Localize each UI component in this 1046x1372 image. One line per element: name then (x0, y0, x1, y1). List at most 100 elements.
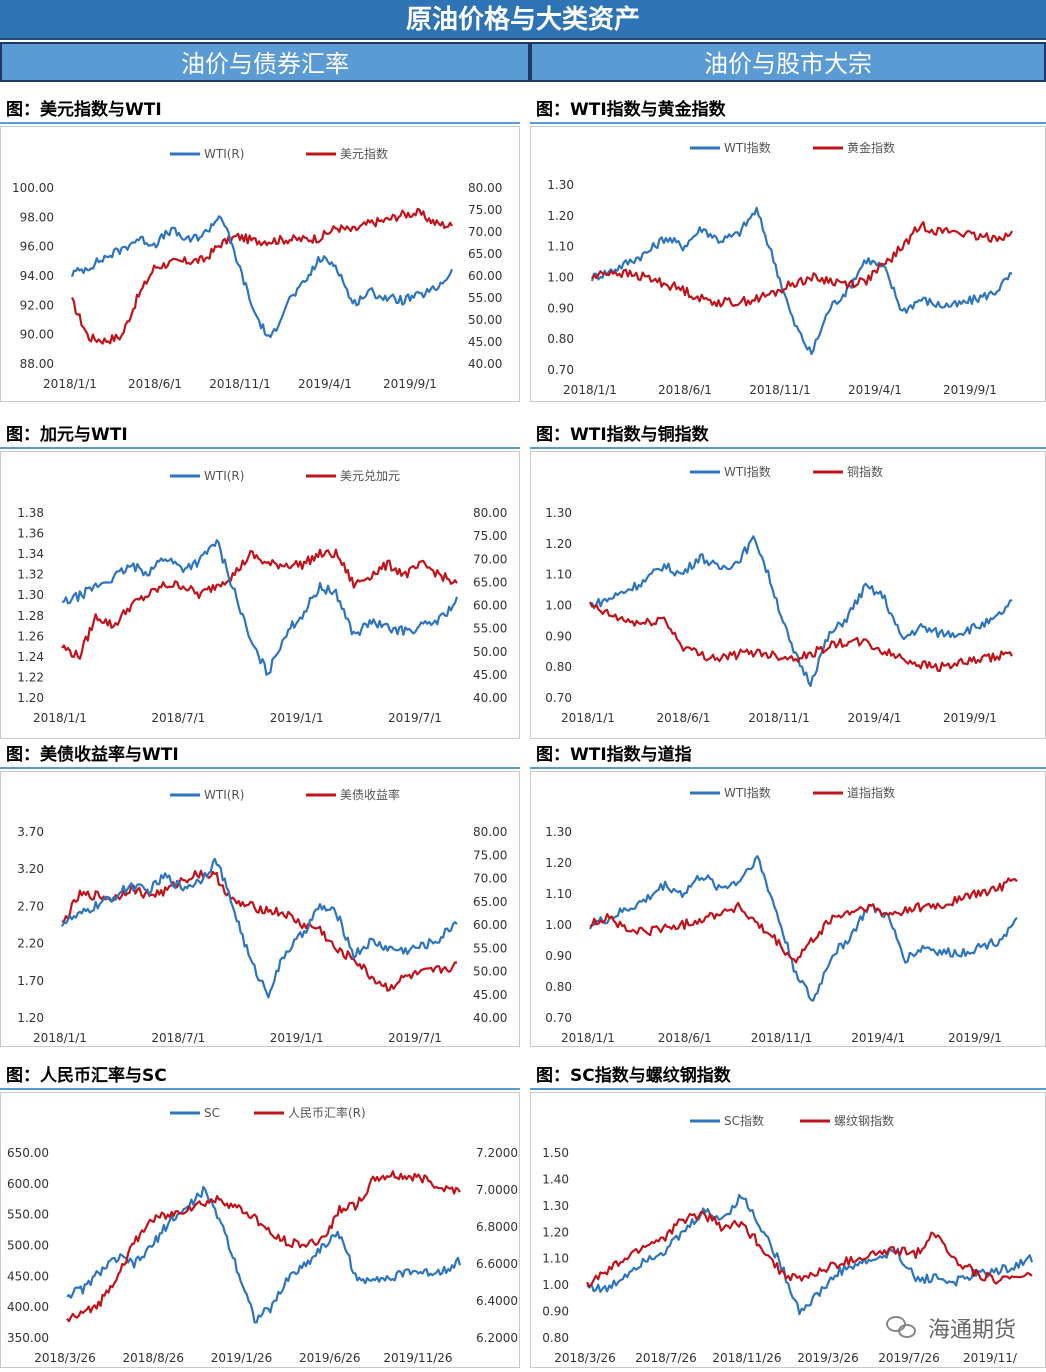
right-tick-label: 6.8000 (476, 1220, 518, 1234)
series-line (66, 1185, 462, 1324)
right-tick-label: 45.00 (473, 668, 507, 682)
left-tick-label: 0.90 (547, 301, 574, 315)
right-tick-label: 6.2000 (476, 1331, 518, 1345)
right-tick-label: 7.2000 (476, 1146, 518, 1160)
legend-label: SC (204, 1106, 220, 1120)
left-tick-label: 1.24 (17, 650, 44, 664)
right-tick-label: 65.00 (473, 575, 507, 589)
x-tick-label: 2018/1/1 (33, 1031, 87, 1045)
right-tick-label: 45.00 (468, 335, 502, 349)
right-tick-label: 60.00 (473, 599, 507, 613)
legend-label: WTI指数 (724, 785, 771, 800)
series-line (61, 857, 458, 999)
chart-4: 3.70 3.20 2.70 2.20 1.70 1.20 80.00 75.00 70.00 6… (17, 787, 507, 1045)
series-line (70, 215, 454, 338)
left-tick-label: 98.00 (20, 210, 54, 224)
x-tick-label: 2018/7/1 (151, 1031, 205, 1045)
x-tick-label: 2019/6/26 (299, 1351, 361, 1365)
right-tick-label: 75.00 (468, 203, 502, 217)
left-tick-label: 0.80 (545, 980, 572, 994)
x-tick-label: 2018/6/1 (658, 383, 712, 397)
left-tick-label: 1.40 (542, 1172, 569, 1186)
chart-frame-1 (530, 126, 1046, 402)
left-tick-label: 1.10 (545, 887, 572, 901)
chart-frame-7 (530, 1092, 1046, 1368)
left-tick-label: 3.20 (17, 862, 44, 876)
chart-frame-2 (0, 451, 520, 739)
x-tick-label: 2018/11/1 (209, 377, 271, 391)
left-tick-label: 96.00 (20, 240, 54, 254)
watermark: 海通期货 (885, 1312, 1016, 1344)
left-tick-label: 1.36 (17, 527, 44, 541)
left-tick-label: 1.30 (542, 1199, 569, 1213)
x-tick-label: 2018/1/1 (563, 383, 617, 397)
chart-1: 1.30 1.20 1.10 1.00 0.90 0.80 0.70 2018/1/1 2018… (547, 140, 1013, 397)
chart-title-4: 图：美债收益率与WTI (0, 743, 520, 769)
left-tick-label: 0.80 (545, 660, 572, 674)
left-tick-label: 2.70 (17, 899, 44, 913)
series-line (590, 206, 1013, 356)
left-tick-label: 1.28 (17, 609, 44, 623)
x-tick-label: 2019/11/ (963, 1351, 1018, 1365)
left-tick-label: 90.00 (20, 328, 54, 342)
x-tick-label: 2018/6/1 (658, 1031, 712, 1045)
left-tick-label: 0.80 (542, 1331, 569, 1345)
x-tick-label: 2018/11/1 (749, 383, 811, 397)
x-tick-label: 2019/11/26 (383, 1351, 452, 1365)
x-tick-label: 2019/4/1 (298, 377, 352, 391)
left-tick-label: 600.00 (7, 1177, 49, 1191)
chart-title-0: 图：美元指数与WTI (0, 98, 520, 124)
legend-label: 铜指数 (847, 464, 883, 479)
x-tick-label: 2018/1/1 (33, 711, 87, 725)
series-line (61, 539, 459, 676)
legend-label: 美元指数 (340, 146, 388, 161)
legend-label: 螺纹钢指数 (834, 1113, 894, 1128)
left-tick-label: 0.70 (545, 691, 572, 705)
chart-frame-5 (530, 771, 1046, 1047)
right-tick-label: 65.00 (473, 895, 507, 909)
left-section-header: 油价与债券汇率 (0, 42, 530, 82)
left-tick-label: 1.30 (547, 178, 574, 192)
right-tick-label: 55.00 (468, 291, 502, 305)
x-tick-label: 2018/7/1 (151, 711, 205, 725)
left-tick-label: 3.70 (17, 825, 44, 839)
left-tick-label: 1.38 (17, 506, 44, 520)
x-tick-label: 2018/1/1 (561, 1031, 615, 1045)
left-tick-label: 1.34 (17, 547, 44, 561)
series-line (589, 535, 1013, 688)
right-tick-label: 80.00 (468, 181, 502, 195)
right-tick-label: 75.00 (473, 848, 507, 862)
left-tick-label: 92.00 (20, 298, 54, 312)
left-tick-label: 1.20 (542, 1225, 569, 1239)
right-tick-label: 60.00 (468, 269, 502, 283)
chart-6: 650.00 600.00 550.00 500.00 450.00 400.00 350.… (7, 1105, 518, 1365)
left-tick-label: 650.00 (7, 1146, 49, 1160)
right-tick-label: 60.00 (473, 918, 507, 932)
legend-label: 道指指数 (847, 785, 895, 800)
series-line (586, 1193, 1034, 1316)
legend-label: WTI(R) (204, 147, 244, 161)
right-tick-label: 6.4000 (476, 1294, 518, 1308)
left-tick-label: 0.90 (542, 1305, 569, 1319)
chart-title-3: 图：WTI指数与铜指数 (530, 423, 1046, 449)
chart-frame-6 (0, 1092, 520, 1368)
series-line (586, 1210, 1033, 1288)
x-tick-label: 2019/7/1 (388, 1031, 442, 1045)
left-tick-label: 1.10 (545, 568, 572, 582)
x-tick-label: 2018/3/26 (34, 1351, 96, 1365)
report-title: 原油价格与大类资产 (0, 0, 1046, 40)
x-tick-label: 2019/3/26 (797, 1351, 859, 1365)
legend-label: 人民币汇率(R) (288, 1105, 366, 1120)
left-tick-label: 500.00 (7, 1239, 49, 1253)
left-tick-label: 0.80 (547, 332, 574, 346)
x-tick-label: 2019/1/26 (211, 1351, 273, 1365)
right-tick-label: 70.00 (473, 872, 507, 886)
x-tick-label: 2018/1/1 (561, 711, 615, 725)
x-tick-label: 2019/9/1 (948, 1031, 1002, 1045)
series-line (71, 207, 453, 345)
right-tick-label: 50.00 (468, 313, 502, 327)
right-tick-label: 40.00 (473, 1011, 507, 1025)
left-tick-label: 1.20 (545, 856, 572, 870)
chart-title-2: 图：加元与WTI (0, 423, 520, 449)
